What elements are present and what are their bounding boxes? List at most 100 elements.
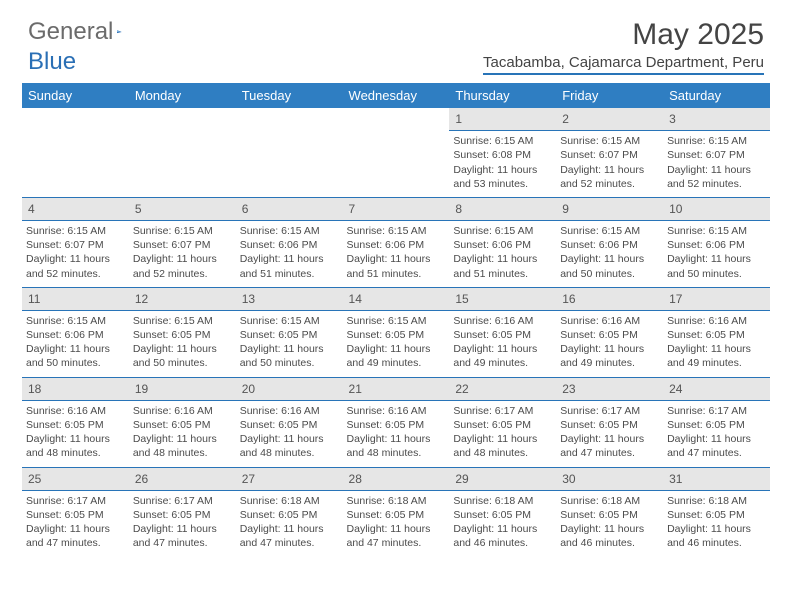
sunrise-line: Sunrise: 6:16 AM bbox=[133, 404, 232, 418]
day-number-row: 11121314151617 bbox=[22, 287, 770, 310]
daylight-line: Daylight: 11 hours and 48 minutes. bbox=[133, 432, 232, 460]
sunset-line: Sunset: 6:08 PM bbox=[453, 148, 552, 162]
day-details-row: Sunrise: 6:15 AMSunset: 6:06 PMDaylight:… bbox=[22, 310, 770, 377]
sunrise-line: Sunrise: 6:15 AM bbox=[347, 314, 446, 328]
day-details-cell: Sunrise: 6:16 AMSunset: 6:05 PMDaylight:… bbox=[663, 310, 770, 377]
daylight-line: Daylight: 11 hours and 48 minutes. bbox=[347, 432, 446, 460]
day-details-cell: Sunrise: 6:15 AMSunset: 6:07 PMDaylight:… bbox=[556, 131, 663, 198]
sunset-line: Sunset: 6:05 PM bbox=[133, 508, 232, 522]
day-number-row: 18192021222324 bbox=[22, 377, 770, 400]
sunset-line: Sunset: 6:05 PM bbox=[133, 418, 232, 432]
sunrise-line: Sunrise: 6:16 AM bbox=[453, 314, 552, 328]
sunset-line: Sunset: 6:05 PM bbox=[240, 508, 339, 522]
flag-icon bbox=[117, 22, 122, 42]
day-details-cell: Sunrise: 6:18 AMSunset: 6:05 PMDaylight:… bbox=[556, 490, 663, 556]
sunrise-line: Sunrise: 6:18 AM bbox=[347, 494, 446, 508]
sunset-line: Sunset: 6:05 PM bbox=[347, 508, 446, 522]
daylight-line: Daylight: 11 hours and 51 minutes. bbox=[347, 252, 446, 280]
daylight-line: Daylight: 11 hours and 50 minutes. bbox=[240, 342, 339, 370]
sunset-line: Sunset: 6:06 PM bbox=[667, 238, 766, 252]
daylight-line: Daylight: 11 hours and 48 minutes. bbox=[240, 432, 339, 460]
sunrise-line: Sunrise: 6:17 AM bbox=[560, 404, 659, 418]
sunset-line: Sunset: 6:05 PM bbox=[133, 328, 232, 342]
sunrise-line: Sunrise: 6:15 AM bbox=[347, 224, 446, 238]
daylight-line: Daylight: 11 hours and 47 minutes. bbox=[240, 522, 339, 550]
day-details-cell: Sunrise: 6:15 AMSunset: 6:08 PMDaylight:… bbox=[449, 131, 556, 198]
calendar-table: SundayMondayTuesdayWednesdayThursdayFrid… bbox=[22, 83, 770, 556]
day-details-cell: Sunrise: 6:15 AMSunset: 6:05 PMDaylight:… bbox=[236, 310, 343, 377]
day-number-cell: 23 bbox=[556, 377, 663, 400]
day-number-row: 123 bbox=[22, 108, 770, 131]
month-title: May 2025 bbox=[483, 18, 764, 52]
daylight-line: Daylight: 11 hours and 49 minutes. bbox=[347, 342, 446, 370]
sunrise-line: Sunrise: 6:15 AM bbox=[240, 224, 339, 238]
sunrise-line: Sunrise: 6:15 AM bbox=[560, 134, 659, 148]
day-number-cell bbox=[22, 108, 129, 131]
daylight-line: Daylight: 11 hours and 47 minutes. bbox=[347, 522, 446, 550]
day-number-cell: 27 bbox=[236, 467, 343, 490]
sunset-line: Sunset: 6:05 PM bbox=[26, 508, 125, 522]
sunset-line: Sunset: 6:05 PM bbox=[560, 418, 659, 432]
day-details-cell: Sunrise: 6:18 AMSunset: 6:05 PMDaylight:… bbox=[343, 490, 450, 556]
sunrise-line: Sunrise: 6:16 AM bbox=[26, 404, 125, 418]
day-number-cell: 7 bbox=[343, 197, 450, 220]
brand-part2: Blue bbox=[28, 48, 76, 76]
sunrise-line: Sunrise: 6:15 AM bbox=[133, 314, 232, 328]
brand-part1: General bbox=[28, 18, 113, 46]
day-number-cell: 13 bbox=[236, 287, 343, 310]
day-details-cell: Sunrise: 6:17 AMSunset: 6:05 PMDaylight:… bbox=[129, 490, 236, 556]
sunset-line: Sunset: 6:06 PM bbox=[26, 328, 125, 342]
sunrise-line: Sunrise: 6:15 AM bbox=[240, 314, 339, 328]
sunset-line: Sunset: 6:05 PM bbox=[240, 328, 339, 342]
sunset-line: Sunset: 6:07 PM bbox=[133, 238, 232, 252]
weekday-header: Wednesday bbox=[343, 83, 450, 108]
day-details-cell: Sunrise: 6:15 AMSunset: 6:07 PMDaylight:… bbox=[129, 221, 236, 288]
daylight-line: Daylight: 11 hours and 52 minutes. bbox=[667, 163, 766, 191]
day-details-cell: Sunrise: 6:18 AMSunset: 6:05 PMDaylight:… bbox=[449, 490, 556, 556]
day-details-cell: Sunrise: 6:15 AMSunset: 6:07 PMDaylight:… bbox=[663, 131, 770, 198]
daylight-line: Daylight: 11 hours and 50 minutes. bbox=[560, 252, 659, 280]
day-details-cell: Sunrise: 6:16 AMSunset: 6:05 PMDaylight:… bbox=[129, 400, 236, 467]
sunrise-line: Sunrise: 6:15 AM bbox=[26, 314, 125, 328]
day-number-cell: 8 bbox=[449, 197, 556, 220]
day-details-cell: Sunrise: 6:16 AMSunset: 6:05 PMDaylight:… bbox=[449, 310, 556, 377]
sunset-line: Sunset: 6:05 PM bbox=[560, 508, 659, 522]
daylight-line: Daylight: 11 hours and 46 minutes. bbox=[667, 522, 766, 550]
day-number-cell: 14 bbox=[343, 287, 450, 310]
day-number-row: 25262728293031 bbox=[22, 467, 770, 490]
day-number-cell: 31 bbox=[663, 467, 770, 490]
sunset-line: Sunset: 6:07 PM bbox=[560, 148, 659, 162]
day-number-cell: 25 bbox=[22, 467, 129, 490]
brand-logo: General bbox=[28, 18, 145, 46]
calendar-container: SundayMondayTuesdayWednesdayThursdayFrid… bbox=[22, 83, 770, 556]
daylight-line: Daylight: 11 hours and 51 minutes. bbox=[240, 252, 339, 280]
day-number-cell: 26 bbox=[129, 467, 236, 490]
sunrise-line: Sunrise: 6:17 AM bbox=[26, 494, 125, 508]
sunset-line: Sunset: 6:05 PM bbox=[26, 418, 125, 432]
sunrise-line: Sunrise: 6:17 AM bbox=[667, 404, 766, 418]
sunrise-line: Sunrise: 6:15 AM bbox=[26, 224, 125, 238]
weekday-header: Sunday bbox=[22, 83, 129, 108]
sunset-line: Sunset: 6:05 PM bbox=[453, 508, 552, 522]
day-details-cell: Sunrise: 6:15 AMSunset: 6:07 PMDaylight:… bbox=[22, 221, 129, 288]
day-number-cell bbox=[129, 108, 236, 131]
sunrise-line: Sunrise: 6:15 AM bbox=[453, 224, 552, 238]
weekday-header: Tuesday bbox=[236, 83, 343, 108]
daylight-line: Daylight: 11 hours and 50 minutes. bbox=[26, 342, 125, 370]
day-details-row: Sunrise: 6:17 AMSunset: 6:05 PMDaylight:… bbox=[22, 490, 770, 556]
daylight-line: Daylight: 11 hours and 49 minutes. bbox=[453, 342, 552, 370]
daylight-line: Daylight: 11 hours and 47 minutes. bbox=[667, 432, 766, 460]
daylight-line: Daylight: 11 hours and 47 minutes. bbox=[26, 522, 125, 550]
sunrise-line: Sunrise: 6:16 AM bbox=[560, 314, 659, 328]
day-details-row: Sunrise: 6:16 AMSunset: 6:05 PMDaylight:… bbox=[22, 400, 770, 467]
day-number-cell: 19 bbox=[129, 377, 236, 400]
day-number-cell: 20 bbox=[236, 377, 343, 400]
day-number-cell: 22 bbox=[449, 377, 556, 400]
day-details-cell bbox=[129, 131, 236, 198]
daylight-line: Daylight: 11 hours and 50 minutes. bbox=[133, 342, 232, 370]
day-number-cell: 12 bbox=[129, 287, 236, 310]
day-number-cell: 15 bbox=[449, 287, 556, 310]
day-details-cell: Sunrise: 6:18 AMSunset: 6:05 PMDaylight:… bbox=[236, 490, 343, 556]
daylight-line: Daylight: 11 hours and 48 minutes. bbox=[26, 432, 125, 460]
day-number-cell: 9 bbox=[556, 197, 663, 220]
